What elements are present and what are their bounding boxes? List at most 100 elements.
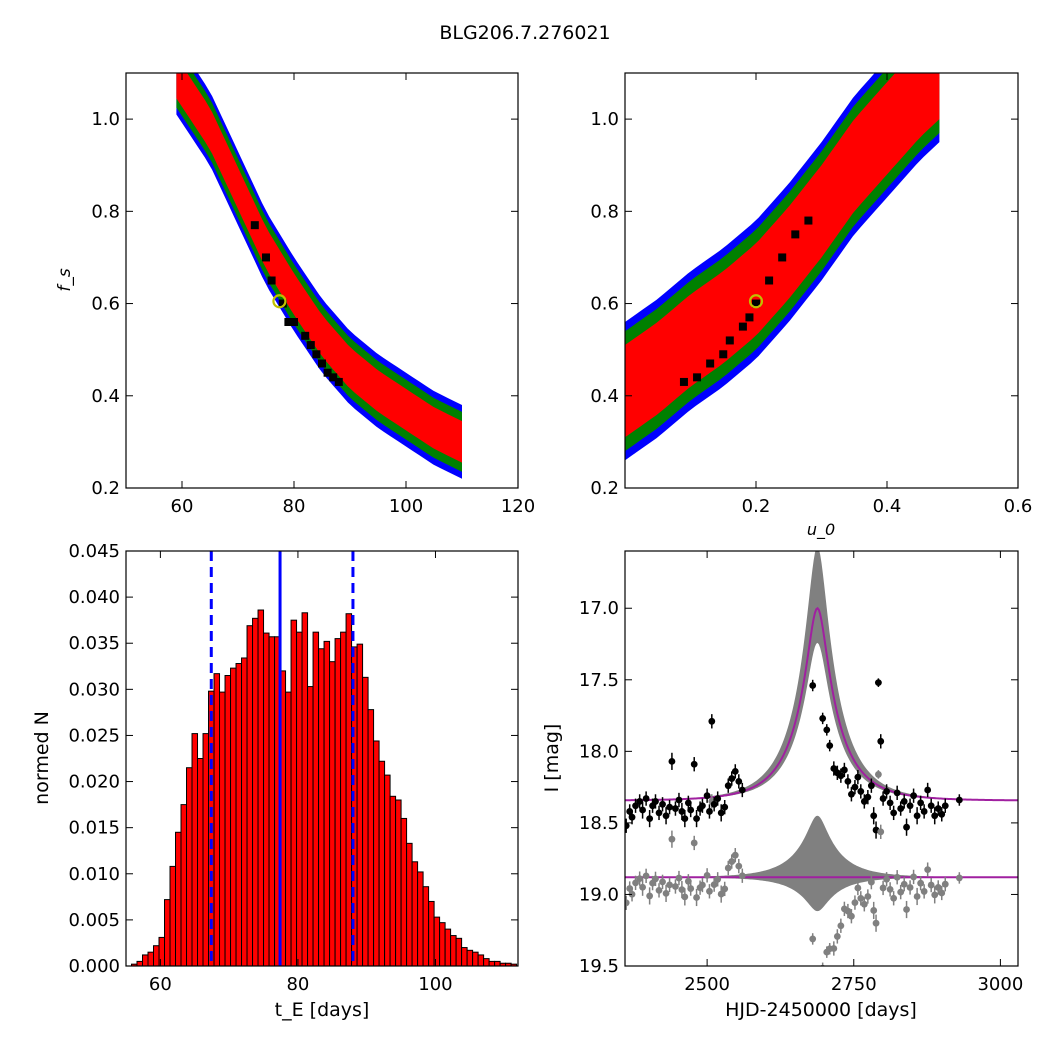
data-point (731, 767, 739, 775)
data-point (714, 795, 722, 802)
residual-point (877, 828, 885, 836)
data-point (941, 802, 949, 810)
histogram-bar (433, 916, 441, 966)
histogram-bar (312, 631, 320, 966)
residual-point (833, 933, 841, 940)
y-tick-label: 0.025 (68, 725, 120, 746)
data-point (897, 805, 905, 812)
data-point (717, 809, 725, 817)
ticks-te-vs-fs: 60 80 100 120 0.2 0.4 0.6 0.8 1.0 (91, 73, 535, 517)
data-point (687, 806, 695, 814)
data-point (837, 772, 845, 780)
residual-point (690, 839, 698, 847)
data-point (864, 793, 872, 801)
residual-point (717, 890, 725, 898)
y-tick-label: 1.0 (91, 109, 120, 130)
histogram-bar (147, 951, 155, 966)
best-chain-cell (804, 216, 813, 225)
axes-frame-u0-vs-fs (624, 72, 1019, 489)
residual-point (927, 881, 935, 889)
histogram-bar (428, 900, 435, 966)
best-chain-cell (278, 299, 287, 308)
data-point (809, 682, 817, 689)
x-tick-label: 120 (501, 496, 535, 517)
histogram-bar (180, 804, 188, 966)
plot-area-light-curve (625, 551, 1018, 966)
histogram-bar (241, 657, 248, 966)
residual-point (628, 890, 636, 898)
residual-point (872, 919, 880, 927)
histogram-bar (268, 636, 276, 966)
x-tick-label: 60 (171, 496, 194, 517)
residual-point (900, 880, 908, 888)
data-point (662, 812, 670, 820)
residual-point (934, 884, 942, 891)
histogram-bar (494, 960, 501, 966)
plot-area-u0-vs-fs (625, 73, 940, 461)
best-chain-cell (329, 373, 338, 382)
best-chain-cell (250, 221, 259, 230)
data-point (632, 802, 639, 810)
data-point (668, 757, 676, 765)
residual-point (931, 891, 939, 899)
data-point (879, 795, 887, 802)
data-point (738, 786, 746, 794)
data-point (938, 810, 946, 818)
data-point (883, 788, 891, 795)
histogram-bar (444, 928, 452, 966)
x-tick-label: 2500 (684, 974, 730, 995)
residual-point (625, 899, 630, 907)
histogram-bar (455, 937, 463, 966)
best-fit-marker (272, 294, 287, 309)
histogram-bar (213, 673, 221, 966)
residual-point (652, 875, 659, 883)
histogram-bar (175, 831, 182, 966)
data-point (924, 786, 932, 794)
data-point (844, 777, 852, 785)
residual-point (655, 886, 663, 894)
y-tick-label: 1.0 (590, 109, 619, 130)
histogram-bar (329, 661, 336, 966)
x-tick-label: 0.2 (742, 496, 771, 517)
residual-point (910, 873, 917, 881)
residual-point (632, 879, 639, 887)
residual-point (879, 884, 887, 892)
x-tick-label: 80 (283, 496, 306, 517)
x-tick-label: 60 (149, 974, 172, 995)
residual-point (857, 894, 865, 902)
data-point (920, 808, 928, 815)
data-point (867, 782, 875, 790)
figure-title: BLG206.7.276021 (439, 22, 611, 44)
data-point (893, 789, 901, 797)
plot-area-te-histogram (131, 551, 518, 966)
panel-te-vs-fs: 60 80 100 120 0.2 0.4 0.6 0.8 1.0 f_s (55, 72, 535, 517)
residual-point (703, 871, 711, 879)
best-chain-cell (693, 373, 702, 382)
residual-point (731, 851, 739, 859)
data-point (728, 775, 736, 782)
residual-point (906, 884, 914, 891)
histogram-bar (186, 767, 193, 966)
model-curve (625, 606, 1018, 802)
y-tick-label: 0.005 (68, 910, 120, 931)
data-point (877, 737, 885, 745)
histogram-bar (384, 774, 391, 966)
histogram-bar (290, 619, 298, 966)
best-chain-cell (738, 322, 747, 331)
data-point (672, 805, 679, 812)
y-tick-label: 0.8 (590, 201, 619, 222)
data-point (823, 726, 831, 734)
data-point (642, 795, 650, 802)
data-point (675, 796, 683, 804)
histogram-bar (345, 613, 353, 966)
histogram-bar (488, 960, 496, 966)
histogram-bar (285, 691, 292, 966)
histogram-bar (296, 631, 303, 966)
data-point (854, 773, 862, 781)
xlabel-u0: u_0 (807, 520, 835, 540)
residual-point (886, 885, 894, 893)
residual-point (883, 875, 891, 883)
data-point (666, 803, 673, 811)
data-point (874, 679, 882, 687)
data-point (652, 798, 659, 805)
